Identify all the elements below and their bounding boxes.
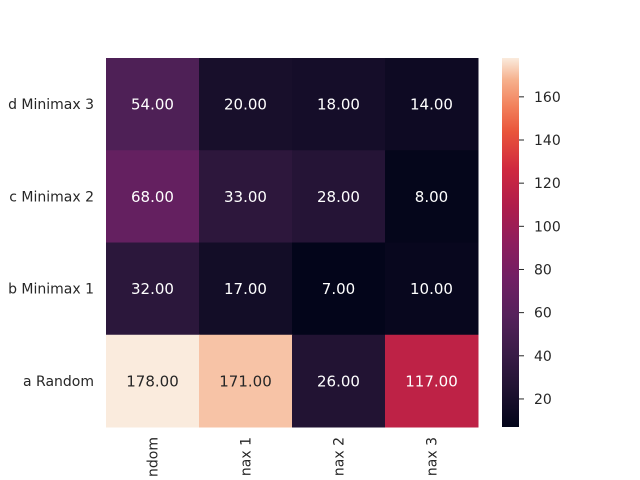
cell-value-label-r0-c1: 20.00 bbox=[224, 96, 267, 114]
colorbar-ticks: 20 40 60 80 100 120 140 160 bbox=[519, 90, 561, 408]
cell-value-label-r1-c3: 8.00 bbox=[415, 188, 448, 206]
colorbar-tick-label-3: 80 bbox=[534, 262, 552, 278]
cell-value-label-r1-c0: 68.00 bbox=[131, 188, 174, 206]
row-tick-label-2: b Minimax 1 bbox=[8, 282, 94, 298]
column-tick-label-1: nax 1 bbox=[239, 437, 255, 476]
cell-value-label-r3-c1: 171.00 bbox=[219, 372, 272, 390]
cell-value-label-r3-c0: 178.00 bbox=[126, 372, 179, 390]
cell-value-label-r0-c2: 18.00 bbox=[317, 96, 360, 114]
cell-value-label-r2-c0: 32.00 bbox=[131, 280, 174, 298]
column-tick-label-0: ndom bbox=[146, 437, 162, 477]
colorbar-tick-label-5: 120 bbox=[534, 176, 561, 192]
column-tick-labels: ndom nax 1 nax 2 nax 3 bbox=[146, 437, 441, 477]
column-tick-label-3: nax 3 bbox=[425, 437, 441, 476]
cell-value-label-r2-c2: 7.00 bbox=[322, 280, 355, 298]
colorbar-tick-label-6: 140 bbox=[534, 133, 561, 149]
colorbar-tick-label-7: 160 bbox=[534, 90, 561, 106]
colorbar-tick-label-2: 60 bbox=[534, 306, 552, 322]
cell-value-label-r1-c2: 28.00 bbox=[317, 188, 360, 206]
cell-value-label-r1-c1: 33.00 bbox=[224, 188, 267, 206]
colorbar-gradient bbox=[502, 58, 519, 427]
colorbar-tick-label-4: 100 bbox=[534, 219, 561, 235]
cell-value-label-r3-c3: 117.00 bbox=[405, 372, 458, 390]
cell-value-label-r0-c0: 54.00 bbox=[131, 96, 174, 114]
row-tick-label-3: a Random bbox=[23, 374, 94, 390]
row-tick-labels: d Minimax 3 c Minimax 2 b Minimax 1 a Rando… bbox=[8, 97, 94, 390]
column-tick-label-2: nax 2 bbox=[332, 437, 348, 476]
cell-value-label-r3-c2: 26.00 bbox=[317, 372, 360, 390]
cell-value-label-r2-c3: 10.00 bbox=[410, 280, 453, 298]
row-tick-label-1: c Minimax 2 bbox=[9, 189, 94, 205]
row-tick-label-0: d Minimax 3 bbox=[8, 97, 94, 113]
cell-value-label-r2-c1: 17.00 bbox=[224, 280, 267, 298]
cell-value-label-r0-c3: 14.00 bbox=[410, 96, 453, 114]
colorbar-tick-label-0: 20 bbox=[534, 392, 552, 408]
colorbar-tick-label-1: 40 bbox=[534, 349, 552, 365]
colorbar: 20 40 60 80 100 120 140 160 bbox=[502, 58, 561, 427]
